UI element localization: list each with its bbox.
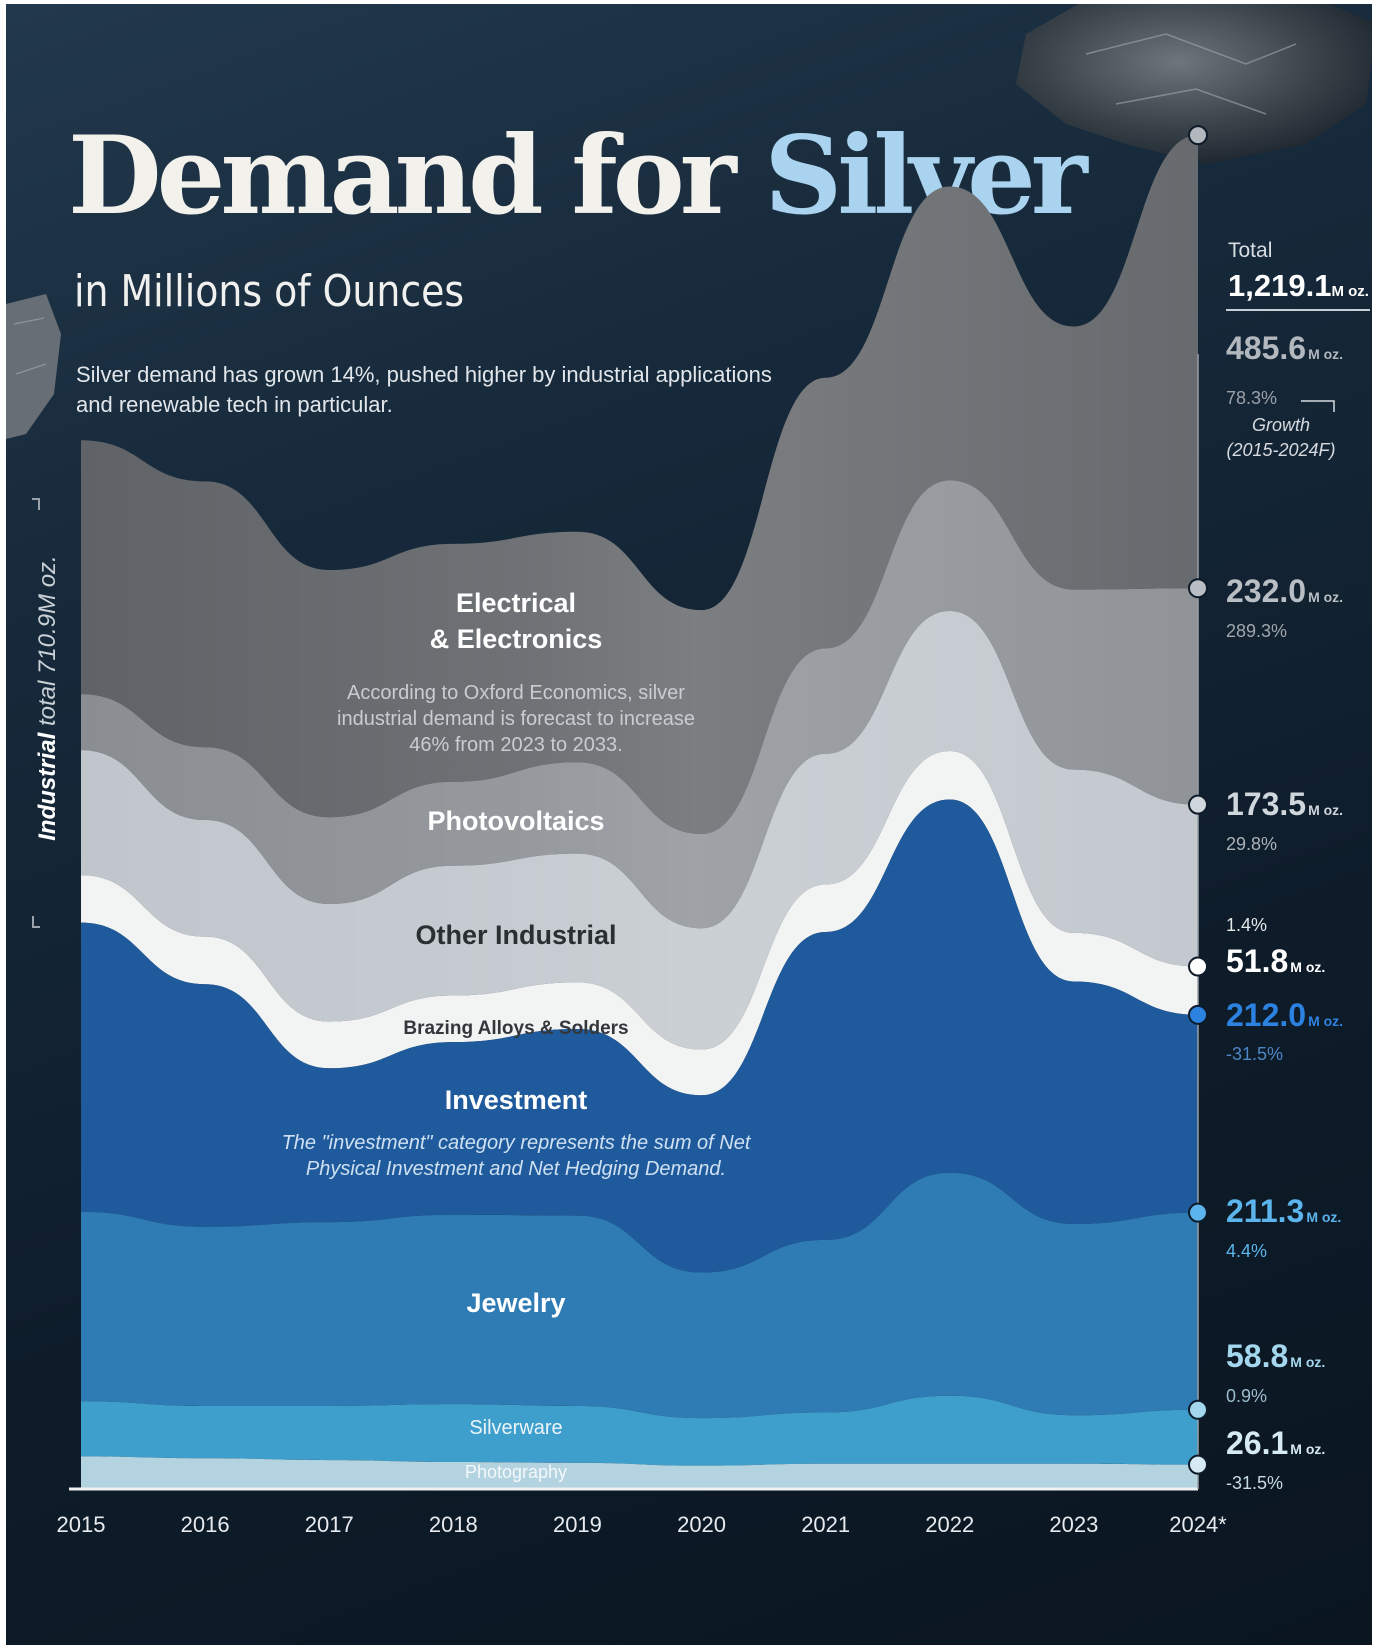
series-growth-pct: 289.3% <box>1226 621 1287 641</box>
band-label-jewelry: Jewelry <box>466 1288 565 1318</box>
series-end-value: 51.8 M oz. <box>1226 943 1325 979</box>
series-end-value: 211.3 M oz. <box>1226 1193 1341 1229</box>
x-tick-label: 2017 <box>305 1512 354 1537</box>
total-number: 1,219.1 <box>1228 268 1332 303</box>
band-note-investment: The "investment" category represents the… <box>282 1132 752 1154</box>
series-end-dot <box>1188 1004 1208 1025</box>
x-tick-label: 2019 <box>553 1512 602 1537</box>
total-value: 1,219.1M oz. <box>1228 268 1369 304</box>
series-growth-pct: 29.8% <box>1226 834 1277 854</box>
area-band-photography <box>81 1456 1198 1489</box>
industrial-bracket-bottom <box>32 916 40 928</box>
series-end-value: 26.1 M oz. <box>1226 1425 1325 1461</box>
x-tick-label: 2020 <box>677 1512 726 1537</box>
series-end-value: 232.0 M oz. <box>1226 573 1343 609</box>
band-label-silverware: Silverware <box>469 1417 562 1439</box>
series-end-unit: M oz. <box>1306 1209 1341 1225</box>
band-label-brazing-alloys-solders: Brazing Alloys & Solders <box>403 1018 628 1039</box>
series-end-unit: M oz. <box>1290 959 1325 975</box>
band-label-photovoltaics: Photovoltaics <box>427 806 604 836</box>
series-end-dot <box>1188 1202 1208 1223</box>
band-note-electrical-electronics: According to Oxford Economics, silver <box>347 682 685 704</box>
silver-ore-rock-image <box>1016 4 1372 164</box>
x-tick-label: 2021 <box>801 1512 850 1537</box>
band-note-electrical-electronics: industrial demand is forecast to increas… <box>337 708 695 730</box>
area-band-investment <box>81 799 1198 1273</box>
growth-caption-line2: (2015-2024F) <box>1226 440 1335 460</box>
series-growth-pct: 1.4% <box>1226 915 1267 935</box>
band-label-investment: Investment <box>445 1085 588 1115</box>
series-end-value: 212.0 M oz. <box>1226 997 1343 1033</box>
band-note-investment: Physical Investment and Net Hedging Dema… <box>306 1158 726 1180</box>
band-label-electrical-electronics: & Electronics <box>430 624 603 654</box>
band-sheen-electrical-electronics <box>81 135 1198 835</box>
total-divider <box>1226 309 1370 311</box>
growth-caption-line1: Growth <box>1252 415 1310 435</box>
x-tick-label: 2015 <box>57 1512 106 1537</box>
series-end-value: 485.6 M oz. <box>1226 330 1343 366</box>
series-end-value: 173.5 M oz. <box>1226 786 1343 822</box>
x-tick-label: 2022 <box>925 1512 974 1537</box>
series-end-dot <box>1188 578 1208 599</box>
intro-text: Silver demand has grown 14%, pushed high… <box>76 362 772 417</box>
series-growth-pct: 0.9% <box>1226 1386 1267 1406</box>
area-band-brazing-alloys-solders <box>81 750 1198 1096</box>
series-growth-pct: -31.5% <box>1226 1473 1283 1493</box>
series-end-unit: M oz. <box>1308 346 1343 362</box>
band-label-other-industrial: Other Industrial <box>415 920 616 950</box>
series-end-dot <box>1188 956 1208 977</box>
band-note-electrical-electronics: 46% from 2023 to 2033. <box>409 734 622 756</box>
band-label-electrical-electronics: Electrical <box>456 588 576 618</box>
area-band-jewelry <box>81 1172 1198 1419</box>
total-label: Total <box>1228 239 1273 262</box>
x-tick-label: 2018 <box>429 1512 478 1537</box>
series-end-unit: M oz. <box>1308 589 1343 605</box>
total-unit: M oz. <box>1331 283 1369 300</box>
x-tick-label: 2023 <box>1049 1512 1098 1537</box>
series-end-unit: M oz. <box>1290 1441 1325 1457</box>
series-growth-pct: 78.3% <box>1226 388 1277 408</box>
page-subtitle: in Millions of Ounces <box>74 266 465 317</box>
series-end-unit: M oz. <box>1308 802 1343 818</box>
page-title: Demand for Silver <box>68 122 1088 230</box>
stacked-area-chart: Photography Silverware Jewelry Investment Th… <box>57 125 1343 1537</box>
infographic-poster: Demand for Silver in Millions of Ounces … <box>6 4 1372 1645</box>
series-end-dot <box>1188 1454 1208 1475</box>
series-growth-pct: -31.5% <box>1226 1044 1283 1064</box>
x-tick-label: 2024* <box>1169 1512 1227 1537</box>
series-end-unit: M oz. <box>1290 1354 1325 1370</box>
growth-caption-arrow <box>1301 400 1335 412</box>
title-part-demand-for: Demand for <box>68 113 737 239</box>
series-end-dot <box>1188 1399 1208 1420</box>
series-end-value: 58.8 M oz. <box>1226 1338 1325 1374</box>
series-growth-pct: 4.4% <box>1226 1241 1267 1261</box>
band-sheen-other-industrial <box>81 611 1198 1050</box>
series-end-dot <box>1188 125 1208 146</box>
area-band-silverware <box>81 1395 1198 1466</box>
band-label-photography: Photography <box>465 1462 567 1482</box>
x-tick-label: 2016 <box>181 1512 230 1537</box>
industrial-bracket-top <box>32 498 40 510</box>
series-end-dot <box>1188 794 1208 815</box>
band-sheen-photovoltaics <box>81 480 1198 929</box>
series-end-unit: M oz. <box>1308 1013 1343 1029</box>
silver-ore-rock-image <box>6 294 61 439</box>
